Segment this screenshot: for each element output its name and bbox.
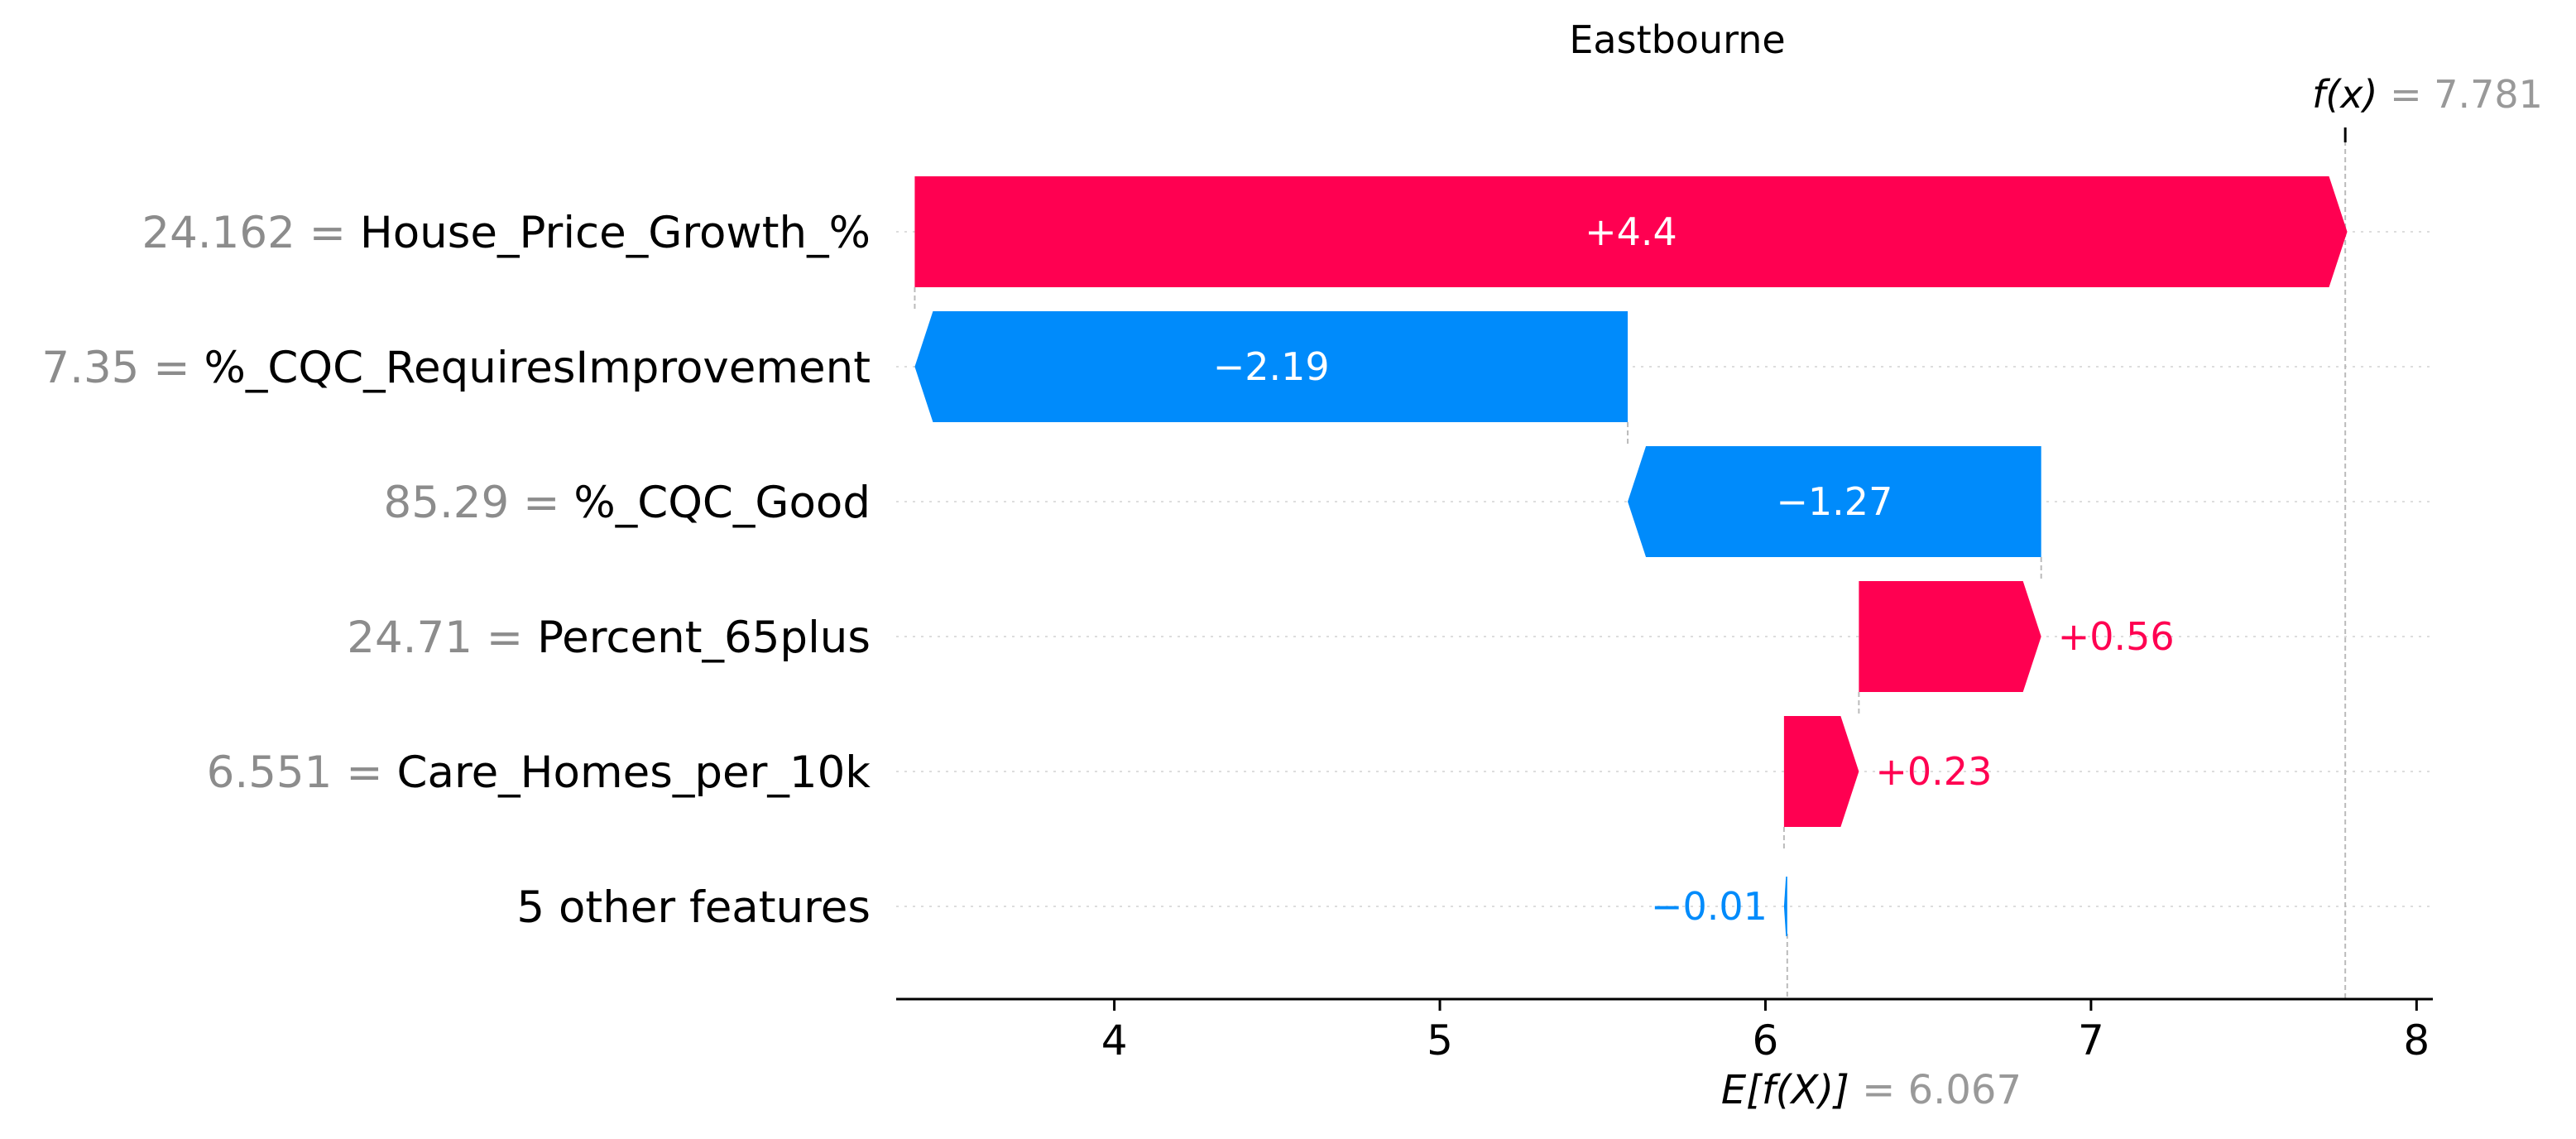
- feature-name: 5 other features: [516, 882, 871, 933]
- feature-label: 85.29 = %_CQC_Good: [384, 478, 871, 528]
- feature-name: %_CQC_RequiresImprovement: [204, 343, 871, 393]
- x-tick-label: 7: [2078, 1016, 2104, 1065]
- feature-name: House_Price_Growth_%: [360, 208, 871, 258]
- bar-value-label: +4.4: [1585, 209, 1677, 254]
- x-axis: 4 5 6 7 8: [896, 997, 2433, 1065]
- chart-title: Eastbourne: [1569, 17, 1785, 62]
- feature-label: 24.71 = Percent_65plus: [347, 613, 871, 663]
- positive-bar: [914, 176, 2348, 287]
- annotations: f(x) = 7.781 E[f(X)] = 6.067: [1721, 72, 2543, 1113]
- bar-value-label: −1.27: [1776, 479, 1892, 524]
- bar-value-label: +0.23: [1875, 749, 1992, 794]
- x-tick-label: 4: [1101, 1016, 1128, 1065]
- connector-lines: [914, 127, 2347, 999]
- bar-value-label: +0.56: [2058, 614, 2175, 659]
- negative-bar: [1783, 877, 1787, 936]
- feature-value: 24.162 =: [142, 208, 360, 258]
- expected-value-number: = 6.067: [1849, 1067, 2022, 1113]
- feature-label: 24.162 = House_Price_Growth_%: [142, 208, 871, 258]
- bar-value-label: −0.01: [1651, 884, 1768, 929]
- output-value-label: f(x) = 7.781: [2312, 72, 2543, 117]
- feature-value: 6.551 =: [207, 747, 397, 798]
- bars: +4.4 −2.19 −1.27 +0.56 +0.23 −0.01: [914, 176, 2348, 936]
- negative-bar: [914, 311, 1629, 422]
- feature-name: Care_Homes_per_10k: [396, 747, 871, 798]
- output-value-number: = 7.781: [2377, 72, 2542, 117]
- expected-value-label: E[f(X)] = 6.067: [1721, 1067, 2022, 1113]
- expected-value-prefix: E[f(X)]: [1721, 1067, 1849, 1113]
- x-tick-label: 5: [1427, 1016, 1453, 1065]
- positive-bar: [1859, 581, 2041, 692]
- feature-labels: 24.162 = House_Price_Growth_% 7.35 = %_CQ…: [41, 208, 871, 933]
- feature-label: 5 other features: [516, 882, 871, 933]
- feature-value: 7.35 =: [41, 343, 204, 393]
- bar-value-label: −2.19: [1213, 344, 1330, 389]
- positive-bar: [1783, 716, 1859, 827]
- feature-label: 7.35 = %_CQC_RequiresImprovement: [41, 343, 871, 393]
- feature-name: %_CQC_Good: [573, 478, 871, 528]
- feature-label: 6.551 = Care_Homes_per_10k: [207, 747, 871, 798]
- output-value-prefix: f(x): [2312, 72, 2377, 117]
- x-tick-label: 8: [2403, 1016, 2430, 1065]
- feature-value: 85.29 =: [384, 478, 574, 528]
- negative-bar: [1628, 446, 2041, 557]
- feature-name: Percent_65plus: [537, 613, 871, 663]
- x-tick-label: 6: [1753, 1016, 1779, 1065]
- feature-value: 24.71 =: [347, 613, 537, 663]
